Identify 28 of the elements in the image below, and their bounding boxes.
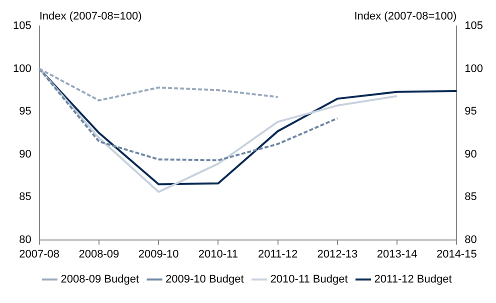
y2-tick-label: 90 [464, 148, 477, 160]
y-tick-label: 90 [19, 148, 32, 160]
y-tick-label: 80 [19, 234, 32, 246]
x-tick-label: 2007-08 [19, 248, 60, 260]
x-tick-label: 2008-09 [78, 248, 120, 260]
y-tick-label: 95 [19, 106, 32, 118]
line-series [38, 68, 279, 102]
y2-tick-label: 105 [464, 20, 484, 32]
x-tick-label: 2014-15 [436, 248, 477, 260]
legend-label: 2011-12 Budget [374, 274, 452, 286]
legend-label: 2008-09 Budget [60, 274, 140, 286]
y2-tick-label: 80 [464, 234, 477, 246]
line-series [38, 68, 338, 162]
y2-tick-label: 100 [464, 62, 484, 75]
x-tick-label: 2010-11 [198, 248, 238, 260]
y-tick-label: 100 [12, 62, 32, 75]
legend-label: 2009-10 Budget [166, 274, 244, 286]
y2-axis-title: Index (2007-08=100) [354, 10, 457, 23]
y-tick-label: 105 [12, 20, 32, 32]
y2-tick-label: 95 [464, 106, 477, 118]
x-tick-label: 2011-12 [258, 248, 298, 260]
legend-label: 2010-11 Budget [270, 274, 348, 286]
y-axis-title: Index (2007-08=100) [39, 10, 142, 23]
y2-tick-label: 85 [464, 191, 477, 204]
y-tick-label: 85 [19, 191, 32, 204]
x-tick-label: 2012-13 [317, 248, 358, 260]
x-tick-label: 2013-14 [376, 248, 418, 260]
x-tick-label: 2009-10 [138, 248, 179, 260]
